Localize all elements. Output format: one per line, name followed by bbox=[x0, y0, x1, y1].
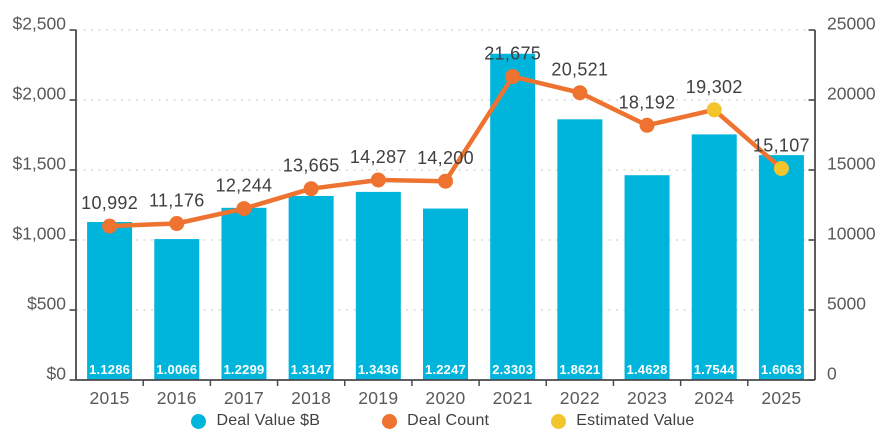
bar-value-label: 2.3303 bbox=[492, 362, 533, 377]
deal-count-label: 11,176 bbox=[149, 191, 205, 211]
legend-item-deal-value-b[interactable]: Deal Value $B bbox=[191, 412, 320, 430]
right-axis-tick-label: 0 bbox=[827, 364, 837, 384]
legend-dot-icon bbox=[382, 413, 398, 429]
bar-2019[interactable] bbox=[355, 191, 401, 380]
legend-dot-icon bbox=[191, 413, 207, 429]
deal-count-label: 21,675 bbox=[484, 44, 541, 64]
bar-value-label: 1.3147 bbox=[291, 362, 332, 377]
right-axis-tick-label: 10000 bbox=[827, 224, 876, 244]
deal-count-point-2019[interactable] bbox=[370, 172, 386, 188]
deal-count-label: 15,107 bbox=[753, 136, 810, 156]
x-axis-category-label: 2017 bbox=[224, 388, 264, 408]
bar-value-label: 1.8621 bbox=[559, 362, 600, 377]
right-axis-tick-label: 15000 bbox=[827, 154, 876, 174]
bar-2021[interactable] bbox=[490, 53, 536, 381]
deal-count-label: 20,521 bbox=[551, 60, 608, 80]
deal-count-label: 14,200 bbox=[417, 148, 474, 168]
deal-count-label: 12,244 bbox=[216, 176, 273, 196]
bar-value-label: 1.4628 bbox=[627, 362, 668, 377]
x-axis-category-label: 2025 bbox=[761, 388, 801, 408]
bar-2025[interactable] bbox=[758, 155, 804, 380]
deal-count-point-2022[interactable] bbox=[572, 85, 588, 101]
deal-count-point-2023[interactable] bbox=[639, 117, 655, 133]
legend-label: Deal Value $B bbox=[216, 412, 321, 429]
bar-value-label: 1.1286 bbox=[89, 362, 130, 377]
left-axis-tick-label: $1,000 bbox=[12, 224, 66, 244]
x-axis-category-label: 2019 bbox=[358, 388, 398, 408]
bar-2023[interactable] bbox=[624, 175, 670, 380]
legend-dot-icon bbox=[551, 413, 567, 429]
x-axis-category-label: 2016 bbox=[157, 388, 197, 408]
deal-count-point-2017[interactable] bbox=[236, 201, 252, 217]
bar-value-label: 1.2299 bbox=[223, 362, 264, 377]
left-axis-tick-label: $2,000 bbox=[12, 84, 66, 104]
x-axis-category-label: 2021 bbox=[493, 388, 533, 408]
legend-item-estimated-value[interactable]: Estimated Value bbox=[551, 412, 694, 430]
x-axis-category-label: 2020 bbox=[425, 388, 465, 408]
bar-2022[interactable] bbox=[557, 119, 603, 380]
deal-count-label: 10,992 bbox=[81, 193, 138, 213]
right-axis-tick-label: 25000 bbox=[827, 14, 876, 34]
bar-2020[interactable] bbox=[423, 208, 468, 380]
right-axis-tick-label: 20000 bbox=[827, 84, 876, 104]
left-axis-tick-label: $1,500 bbox=[12, 154, 66, 174]
deal-count-label: 13,665 bbox=[283, 156, 340, 176]
deal-count-point-2018[interactable] bbox=[303, 181, 319, 197]
bar-value-label: 1.6063 bbox=[761, 362, 802, 377]
left-axis-tick-label: $500 bbox=[27, 294, 66, 314]
deal-count-point-2015[interactable] bbox=[102, 218, 118, 234]
x-axis-category-label: 2022 bbox=[560, 388, 600, 408]
legend-item-deal-count[interactable]: Deal Count bbox=[382, 412, 489, 430]
deal-count-label: 19,302 bbox=[686, 77, 743, 97]
estimated-value-point-2024[interactable] bbox=[706, 102, 722, 118]
deal-count-label: 18,192 bbox=[619, 92, 676, 112]
right-axis-tick-label: 5000 bbox=[827, 294, 866, 314]
x-axis-category-label: 2015 bbox=[90, 388, 130, 408]
deal-count-point-2021[interactable] bbox=[505, 69, 521, 85]
bar-2017[interactable] bbox=[221, 207, 267, 380]
bar-value-label: 1.0066 bbox=[156, 362, 197, 377]
left-axis-tick-label: $2,500 bbox=[12, 14, 66, 34]
deal-count-point-2020[interactable] bbox=[438, 173, 453, 189]
x-axis-category-label: 2023 bbox=[627, 388, 667, 408]
deal-count-label: 14,287 bbox=[350, 147, 407, 167]
chart-legend: Deal Value $B Deal Count Estimated Value bbox=[0, 412, 886, 430]
legend-label: Estimated Value bbox=[576, 412, 695, 429]
bar-2024[interactable] bbox=[691, 134, 737, 380]
bar-value-label: 1.7544 bbox=[694, 362, 736, 377]
x-axis-category-label: 2018 bbox=[291, 388, 331, 408]
bar-value-label: 1.3436 bbox=[358, 362, 399, 377]
legend-label: Deal Count bbox=[407, 412, 490, 429]
bar-2018[interactable] bbox=[288, 195, 334, 380]
left-axis-tick-label: $0 bbox=[47, 364, 67, 384]
bar-2015[interactable] bbox=[87, 221, 133, 380]
estimated-value-point-2025[interactable] bbox=[773, 161, 789, 177]
bar-2016[interactable] bbox=[154, 239, 200, 380]
deal-count-point-2016[interactable] bbox=[169, 216, 185, 232]
x-axis-category-label: 2024 bbox=[694, 388, 734, 408]
bar-value-label: 1.2247 bbox=[425, 362, 466, 377]
